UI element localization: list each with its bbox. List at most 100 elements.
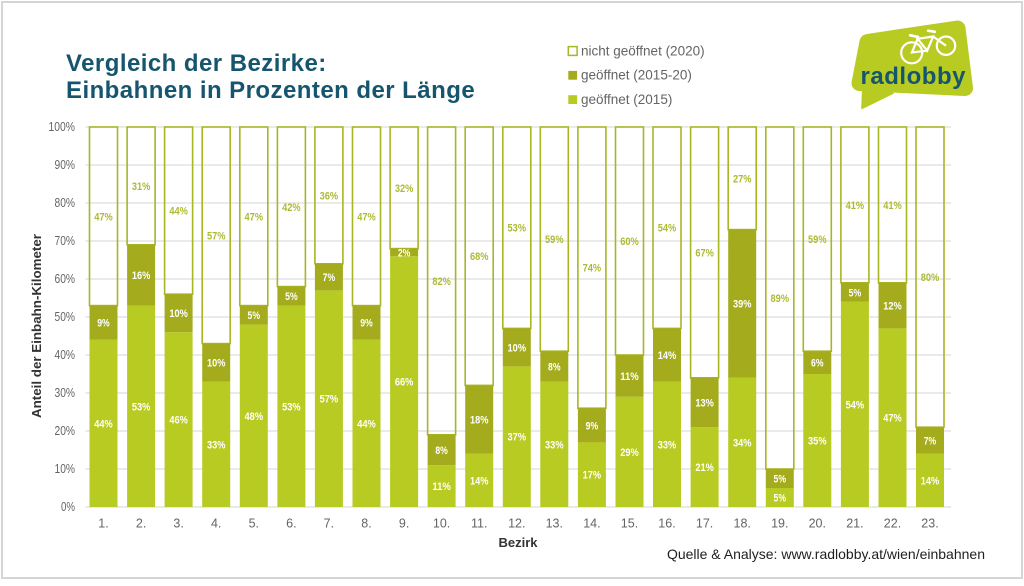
svg-text:80%: 80% — [55, 196, 76, 210]
svg-text:66%: 66% — [395, 377, 414, 389]
svg-text:10%: 10% — [508, 342, 527, 354]
svg-text:41%: 41% — [846, 200, 865, 212]
svg-text:5%: 5% — [248, 310, 261, 322]
svg-text:33%: 33% — [545, 439, 564, 451]
svg-text:33%: 33% — [658, 439, 677, 451]
svg-text:0%: 0% — [61, 500, 75, 514]
svg-text:11.: 11. — [471, 517, 487, 531]
svg-text:3.: 3. — [173, 517, 183, 531]
svg-text:53%: 53% — [282, 401, 301, 413]
svg-text:14%: 14% — [470, 475, 489, 487]
svg-text:16.: 16. — [658, 517, 675, 531]
svg-text:9.: 9. — [399, 517, 409, 531]
svg-text:5.: 5. — [249, 517, 259, 531]
svg-text:9%: 9% — [360, 318, 373, 330]
svg-text:35%: 35% — [808, 436, 827, 448]
svg-text:47%: 47% — [883, 413, 902, 425]
svg-text:geöffnet (2015): geöffnet (2015) — [581, 92, 672, 107]
svg-text:47%: 47% — [245, 211, 264, 223]
svg-text:7%: 7% — [924, 436, 937, 448]
svg-text:29%: 29% — [620, 447, 639, 459]
svg-text:39%: 39% — [733, 299, 752, 311]
svg-text:8%: 8% — [435, 445, 448, 457]
svg-text:12.: 12. — [508, 517, 525, 531]
svg-text:14%: 14% — [658, 350, 677, 362]
svg-text:48%: 48% — [245, 411, 264, 423]
svg-text:42%: 42% — [282, 202, 301, 214]
svg-text:19.: 19. — [771, 517, 788, 531]
svg-text:Quelle & Analyse: www.radlobby: Quelle & Analyse: www.radlobby.at/wien/e… — [667, 546, 985, 562]
svg-text:5%: 5% — [774, 474, 787, 486]
svg-text:30%: 30% — [55, 386, 76, 400]
svg-text:17%: 17% — [583, 470, 602, 482]
svg-text:44%: 44% — [357, 418, 376, 430]
svg-text:70%: 70% — [55, 234, 76, 248]
svg-text:57%: 57% — [207, 230, 226, 242]
svg-text:89%: 89% — [771, 293, 790, 305]
svg-text:8.: 8. — [361, 517, 371, 531]
svg-text:46%: 46% — [169, 415, 188, 427]
svg-text:14%: 14% — [921, 475, 940, 487]
svg-text:27%: 27% — [733, 173, 752, 185]
svg-text:37%: 37% — [508, 432, 527, 444]
svg-text:4.: 4. — [211, 517, 221, 531]
svg-text:14.: 14. — [583, 517, 600, 531]
svg-text:100%: 100% — [49, 120, 76, 134]
svg-text:20%: 20% — [55, 424, 76, 438]
svg-text:20.: 20. — [809, 517, 826, 531]
svg-text:40%: 40% — [55, 348, 76, 362]
svg-text:23.: 23. — [921, 517, 938, 531]
svg-text:18.: 18. — [734, 517, 751, 531]
svg-text:80%: 80% — [921, 272, 940, 284]
svg-text:33%: 33% — [207, 439, 226, 451]
svg-text:21%: 21% — [695, 462, 714, 474]
svg-text:5%: 5% — [774, 493, 787, 505]
svg-text:74%: 74% — [583, 263, 602, 275]
svg-text:21.: 21. — [846, 517, 863, 531]
svg-text:47%: 47% — [94, 211, 113, 223]
svg-text:5%: 5% — [849, 287, 862, 299]
svg-text:59%: 59% — [808, 234, 827, 246]
svg-text:11%: 11% — [620, 371, 639, 383]
svg-text:53%: 53% — [508, 223, 527, 235]
svg-text:radlobby: radlobby — [861, 63, 967, 90]
svg-text:5%: 5% — [285, 291, 298, 303]
svg-text:90%: 90% — [55, 158, 76, 172]
svg-text:44%: 44% — [94, 418, 113, 430]
svg-text:11%: 11% — [432, 481, 451, 493]
svg-text:50%: 50% — [55, 310, 76, 324]
svg-text:44%: 44% — [169, 206, 188, 218]
svg-text:32%: 32% — [395, 183, 414, 195]
svg-text:34%: 34% — [733, 437, 752, 449]
svg-text:1.: 1. — [98, 517, 108, 531]
svg-text:13%: 13% — [695, 398, 714, 410]
svg-text:41%: 41% — [883, 200, 902, 212]
svg-text:2%: 2% — [398, 247, 411, 259]
svg-text:60%: 60% — [620, 236, 639, 248]
svg-text:9%: 9% — [586, 420, 599, 432]
svg-text:2.: 2. — [136, 517, 146, 531]
svg-text:8%: 8% — [548, 361, 561, 373]
svg-text:60%: 60% — [55, 272, 76, 286]
svg-text:6.: 6. — [286, 517, 296, 531]
svg-text:7%: 7% — [323, 272, 336, 284]
svg-text:10%: 10% — [207, 358, 226, 370]
svg-text:13.: 13. — [546, 517, 563, 531]
svg-text:68%: 68% — [470, 251, 489, 263]
svg-text:Bezirk: Bezirk — [498, 535, 538, 550]
svg-text:Anteil der Einbahn-Kilometer: Anteil der Einbahn-Kilometer — [29, 234, 44, 418]
svg-text:16%: 16% — [132, 270, 151, 282]
svg-text:67%: 67% — [695, 247, 714, 259]
svg-text:54%: 54% — [846, 399, 865, 411]
svg-text:36%: 36% — [320, 190, 339, 202]
svg-text:57%: 57% — [320, 394, 339, 406]
svg-text:10%: 10% — [55, 462, 76, 476]
svg-text:31%: 31% — [132, 181, 151, 193]
svg-text:geöffnet (2015-20): geöffnet (2015-20) — [581, 68, 692, 83]
svg-text:9%: 9% — [97, 318, 110, 330]
svg-text:47%: 47% — [357, 211, 376, 223]
svg-text:82%: 82% — [432, 276, 451, 288]
svg-text:12%: 12% — [883, 301, 902, 313]
svg-text:10.: 10. — [433, 517, 450, 531]
svg-text:nicht geöffnet (2020): nicht geöffnet (2020) — [581, 43, 705, 58]
